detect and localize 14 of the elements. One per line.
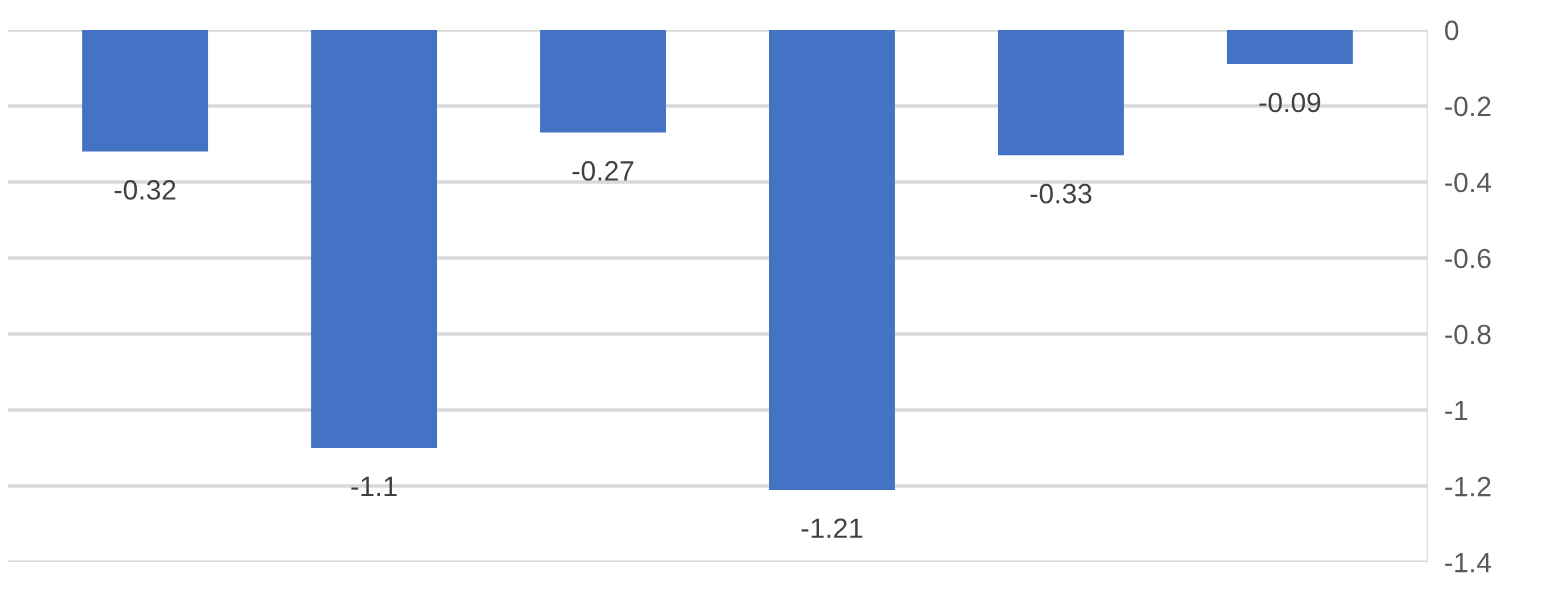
y-tick-label: -1.2 bbox=[1445, 476, 1491, 497]
data-label: -0.27 bbox=[572, 161, 634, 181]
y-tick-label: -1.4 bbox=[1445, 553, 1491, 573]
y-tick-label: -0.6 bbox=[1445, 248, 1491, 269]
y-tick-label: -0.2 bbox=[1445, 96, 1491, 117]
data-label: -1.21 bbox=[801, 518, 863, 538]
y-tick-label: -0.4 bbox=[1445, 172, 1491, 193]
data-label: -0.32 bbox=[114, 180, 176, 200]
data-label: -0.33 bbox=[1030, 183, 1092, 204]
data-label: -0.09 bbox=[1259, 92, 1321, 113]
data-label: -1.1 bbox=[351, 476, 397, 496]
y-tick-label: 0 bbox=[1445, 20, 1459, 41]
y-tick-label: -1 bbox=[1445, 401, 1468, 421]
y-tick-label: -0.8 bbox=[1445, 324, 1491, 345]
